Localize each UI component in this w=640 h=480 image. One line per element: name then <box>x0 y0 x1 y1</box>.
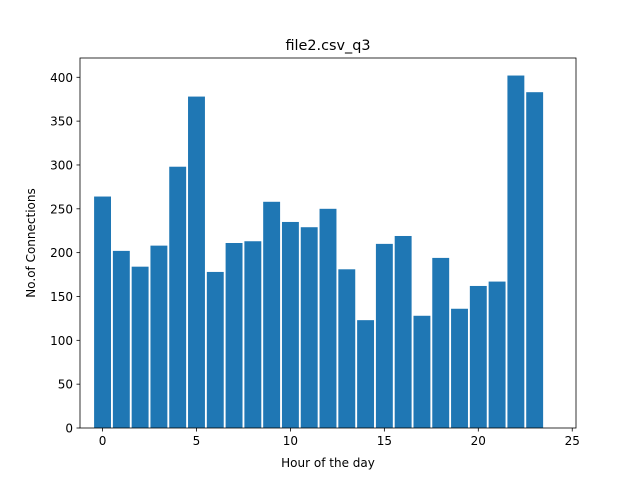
y-tick-label: 150 <box>50 290 73 304</box>
x-tick-label: 5 <box>193 434 201 448</box>
bar-hour-5 <box>188 96 205 429</box>
bar-hour-6 <box>206 271 224 428</box>
x-tick-label: 15 <box>377 434 392 448</box>
bar-hour-7 <box>225 243 243 428</box>
y-tick-label: 300 <box>50 158 73 172</box>
y-tick-label: 200 <box>50 246 73 260</box>
plot-frame <box>79 57 577 429</box>
y-tick-label: 0 <box>65 422 73 436</box>
y-tick-label: 100 <box>50 334 73 348</box>
bar-hour-12 <box>319 208 337 428</box>
bar-hour-2 <box>131 266 149 428</box>
bar-hour-16 <box>394 235 412 428</box>
bar-hour-18 <box>432 257 450 428</box>
y-tick-label: 400 <box>50 71 73 85</box>
y-tick-label: 50 <box>58 378 73 392</box>
bar-hour-4 <box>169 166 187 428</box>
bar-hour-10 <box>281 221 299 428</box>
bar-hour-22 <box>507 75 525 428</box>
x-axis-label: Hour of the day <box>281 456 375 470</box>
chart-title: file2.csv_q3 <box>285 38 370 54</box>
bar-hour-17 <box>413 315 431 428</box>
bar-hour-0 <box>94 196 111 428</box>
x-tick-label: 10 <box>283 434 298 448</box>
bar-hour-13 <box>338 269 356 428</box>
bar-hour-23 <box>526 92 544 429</box>
bars-group <box>94 75 544 429</box>
bar-hour-15 <box>375 243 393 428</box>
y-axis-ticks: 0 50 100 150 200 250 300 350 400 <box>50 71 80 436</box>
x-tick-label: 20 <box>471 434 486 448</box>
y-tick-label: 250 <box>50 202 73 216</box>
bar-hour-1 <box>112 250 130 428</box>
y-axis-label: No.of Connections <box>24 188 38 297</box>
bar-hour-19 <box>451 308 468 428</box>
bar-hour-11 <box>300 227 318 428</box>
bar-hour-8 <box>244 241 262 428</box>
x-tick-label: 0 <box>99 434 107 448</box>
bar-hour-14 <box>357 320 375 428</box>
bar-hour-21 <box>488 281 506 428</box>
bar-hour-20 <box>469 285 487 428</box>
bar-hour-9 <box>263 201 281 428</box>
x-tick-label: 25 <box>565 434 580 448</box>
y-tick-label: 350 <box>50 115 73 129</box>
x-axis-ticks: 0 5 10 15 20 25 <box>99 428 580 448</box>
bar-hour-3 <box>150 245 168 428</box>
